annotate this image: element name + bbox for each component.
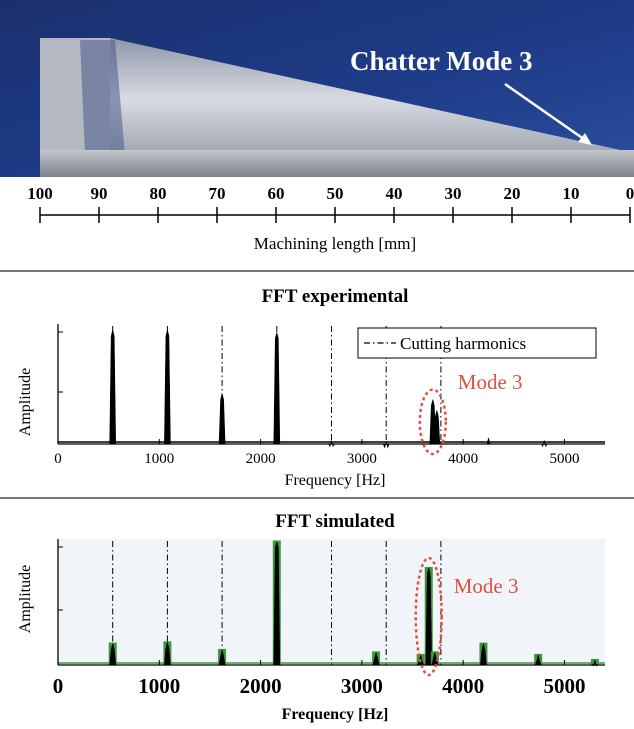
workpiece-photo-svg: Chatter Mode 3 (0, 0, 634, 177)
workpiece-photo: Chatter Mode 3 (0, 0, 634, 177)
legend-entry: Cutting harmonics (400, 334, 526, 353)
x-tick-label: 5000 (549, 451, 579, 467)
ruler-tick-label: 50 (327, 184, 344, 203)
spectrum-peak (273, 332, 281, 445)
ruler-tick-label: 0 (626, 184, 634, 203)
legend-box (357, 327, 597, 359)
spectrum-peak (109, 329, 117, 445)
spectrum-peak (218, 393, 226, 445)
x-axis-label: Frequency [Hz] (282, 706, 389, 723)
fft-simulated-chart: FFT simulated Amplitude Frequency [Hz] 0… (17, 511, 605, 723)
mode-highlight-ellipse (418, 388, 448, 456)
x-tick-label: 3000 (341, 674, 383, 698)
x-tick-label: 5000 (543, 674, 585, 698)
spectrum-peak (164, 329, 171, 445)
y-axis-label: Amplitude (17, 368, 34, 436)
fft-experimental-chart: FFT experimental Amplitude Frequency [Hz… (17, 286, 605, 489)
x-tick-label: 1000 (138, 674, 180, 698)
spectrum-peak (485, 437, 492, 445)
ruler-tick-label: 40 (386, 184, 403, 203)
x-tick-label: 0 (53, 674, 64, 698)
x-tick-label: 3000 (347, 451, 377, 467)
y-axis-label: Amplitude (17, 565, 34, 633)
chart-title: FFT experimental (262, 286, 409, 307)
x-tick-label: 2000 (246, 451, 276, 467)
x-tick-label: 4000 (448, 451, 478, 467)
caption-arrow-line (504, 82, 589, 144)
x-tick-label: 0 (54, 451, 62, 467)
ruler-tick-label: 60 (268, 184, 285, 203)
ruler-tick-label: 80 (150, 184, 167, 203)
ruler-tick-label: 100 (27, 184, 53, 203)
mode-highlight-ellipse (414, 556, 443, 677)
legend: Cutting harmonics (357, 327, 597, 359)
fft-experimental-panel: FFT experimental Amplitude Frequency [Hz… (0, 272, 634, 497)
ruler-svg: 100 90 80 70 60 50 40 30 20 10 0 Machining length … (27, 184, 634, 253)
x-axis-label: Frequency [Hz] (285, 472, 386, 489)
machining-length-ruler: 100 90 80 70 60 50 40 30 20 10 0 Machining length … (0, 177, 634, 271)
chart-title: FFT simulated (275, 511, 395, 532)
caption-arrow-head (578, 133, 592, 145)
fft-simulated-panel: FFT simulated Amplitude Frequency [Hz] 0… (0, 499, 634, 724)
mode-annotation-label: Mode 3 (454, 574, 519, 598)
plot-area: 0 1000 2000 3000 4000 5000 Mode 3 (53, 539, 605, 698)
workpiece-wedge (40, 38, 634, 160)
panel-divider (0, 497, 634, 499)
x-tick-label: 1000 (144, 451, 174, 467)
ruler-tick-label: 10 (563, 184, 580, 203)
ruler-tick-label: 20 (504, 184, 521, 203)
workpiece-base (40, 150, 634, 177)
x-tick-label: 4000 (442, 674, 484, 698)
ruler-tick-label: 30 (445, 184, 462, 203)
ruler-tick-label: 70 (209, 184, 226, 203)
panel-divider (0, 270, 634, 272)
ruler-tick-label: 90 (91, 184, 108, 203)
ruler-label: Machining length [mm] (254, 234, 416, 253)
ruler-tick-group: 100 90 80 70 60 50 40 30 20 10 0 (27, 184, 634, 223)
x-tick-label: 2000 (240, 674, 282, 698)
workpiece-slot (80, 40, 125, 155)
plot-area: 0 1000 2000 3000 4000 5000 Mode 3 (54, 324, 605, 467)
mode-annotation-label: Mode 3 (458, 370, 523, 394)
chatter-mode-caption: Chatter Mode 3 (350, 46, 532, 76)
